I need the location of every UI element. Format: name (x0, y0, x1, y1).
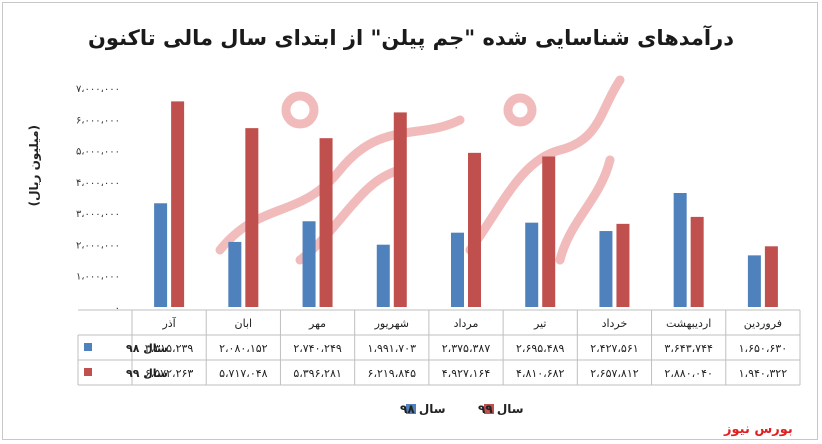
data-label: ۱،۹۹۱،۷۰۳ (368, 342, 417, 355)
table-legend-key (84, 368, 92, 376)
bar-series1 (747, 255, 761, 307)
bar-series1 (376, 244, 390, 307)
bar-series1 (302, 221, 316, 307)
category-label: مهر (308, 317, 326, 330)
bar-series2 (171, 101, 185, 308)
watermark-art (215, 75, 625, 265)
data-label: ۶،۵۷۲،۲۶۳ (145, 367, 194, 380)
data-label: ۲،۶۵۷،۸۱۲ (590, 367, 639, 380)
category-label: اردیبهشت (666, 317, 711, 330)
data-label: ۴،۸۱۰،۶۸۲ (516, 367, 565, 380)
bar-series1 (599, 231, 613, 307)
legend-key (406, 404, 416, 414)
y-tick-label: ۶،۰۰۰،۰۰۰ (76, 115, 120, 126)
table-legend-key (84, 343, 92, 351)
data-label: ۳،۶۴۳،۷۴۴ (664, 342, 713, 355)
bar-series1 (154, 203, 168, 307)
data-label: ۵،۷۱۷،۰۴۸ (219, 367, 268, 380)
bar-series2 (616, 223, 630, 307)
bar-series2 (764, 246, 778, 307)
bar-series2 (690, 216, 704, 307)
bar-series2 (542, 156, 556, 307)
y-tick-label: ۱،۰۰۰،۰۰۰ (76, 272, 120, 283)
category-label: مرداد (454, 317, 479, 330)
data-label: ۶،۲۱۹،۸۴۵ (368, 367, 417, 380)
series-name-label: سال ۹۸ (126, 342, 168, 355)
y-tick-label: ۷،۰۰۰،۰۰۰ (76, 84, 120, 95)
y-tick-label: ۳،۰۰۰،۰۰۰ (76, 209, 120, 220)
data-label: ۲،۶۹۵،۴۸۹ (516, 342, 565, 355)
bar-series2 (468, 152, 481, 307)
plot-area: ۰ ۱،۰۰۰،۰۰۰ ۲،۰۰۰،۰۰۰ ۳،۰۰۰،۰۰۰ ۴،۰۰۰،۰۰۰ ۵،۰… (76, 84, 778, 314)
legend-label: سال ۹۹ (478, 402, 524, 416)
category-label: شهریور (374, 317, 409, 330)
bar-series1 (228, 241, 242, 307)
category-label: خرداد (602, 317, 628, 330)
y-tick-label: ۰ (115, 303, 120, 314)
data-label: ۴،۹۲۷،۱۶۴ (442, 367, 491, 380)
data-table: فروردین اردیبهشت خرداد تیر مرداد شهریور مهر ابا… (77, 309, 801, 386)
bar-series2 (319, 138, 333, 307)
bar-series1 (525, 222, 539, 307)
bar-series1 (451, 232, 464, 307)
category-label: تیر (533, 317, 546, 330)
data-label: ۱،۶۵۰،۶۳۰ (739, 342, 787, 355)
data-label: ۲،۰۸۰،۱۵۲ (219, 342, 268, 355)
category-label: ابان (235, 317, 253, 330)
data-label: ۲،۸۸۰،۰۴۰ (664, 367, 712, 380)
data-label: ۵،۳۹۶،۲۸۱ (293, 367, 341, 380)
data-label: ۲،۳۷۵،۳۸۷ (442, 342, 491, 355)
y-tick-label: ۲،۰۰۰،۰۰۰ (76, 240, 120, 251)
bar-series1 (673, 193, 687, 307)
series-name-label: سال ۹۹ (126, 367, 168, 380)
legend-key (484, 404, 494, 414)
category-label: آذر (161, 316, 176, 330)
data-label: ۱،۹۴۰،۳۲۲ (739, 367, 788, 380)
bar-series2 (245, 128, 259, 307)
legend-label: سال ۹۸ (400, 402, 446, 416)
chart-title: درآمدهای شناسایی شده "جم پیلن" از ابتدای… (88, 26, 734, 50)
category-label: فروردین (744, 317, 782, 330)
data-label: ۲،۷۴۰،۲۴۹ (293, 342, 342, 355)
y-tick-label: ۴،۰۰۰،۰۰۰ (76, 178, 120, 189)
legend: سال ۹۹ سال ۹۸ (400, 402, 524, 416)
watermark-text: بورس نیوز (724, 422, 793, 437)
bar-series2 (393, 112, 407, 307)
data-label: ۳،۳۱۵،۲۳۹ (145, 342, 194, 355)
y-tick-label: ۵،۰۰۰،۰۰۰ (76, 147, 120, 158)
data-label: ۲،۴۲۷،۵۶۱ (590, 342, 638, 355)
